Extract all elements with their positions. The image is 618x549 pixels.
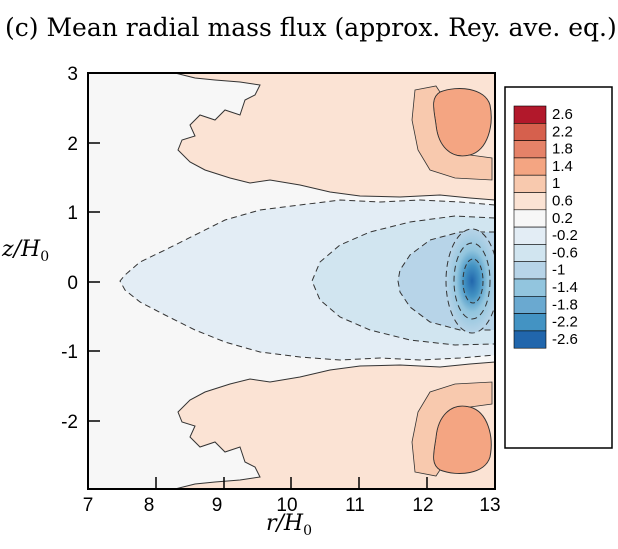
y-tick-label: -1 (61, 342, 78, 363)
colorbar-label: -1 (552, 262, 565, 279)
negative-core-ring-2 (462, 258, 484, 304)
colorbar-label: -0.2 (552, 227, 578, 244)
y-tick-label: 3 (67, 64, 78, 85)
colorbar-swatch (513, 209, 547, 228)
y-tick-label: -2 (61, 412, 78, 433)
x-tick-label: 12 (412, 495, 433, 516)
colorbar-swatch (513, 123, 547, 141)
x-axis: 7 8 9 10 11 12 13 (83, 477, 501, 516)
y-tick-label: 0 (67, 273, 78, 294)
colorbar: 2.62.21.81.410.60.2-0.2-0.6-1-1.4-1.8-2.… (513, 105, 578, 349)
x-axis-label-main: r/H (266, 511, 304, 536)
x-tick-label: 9 (212, 495, 223, 516)
colorbar-label: -1.4 (552, 279, 578, 296)
colorbar-label: 2.6 (552, 106, 573, 123)
colorbar-label: 0.2 (552, 210, 573, 227)
colorbar-swatch (513, 105, 547, 124)
colorbar-swatch (513, 192, 547, 211)
colorbar-swatch (513, 157, 547, 176)
negative-core-ring-1 (453, 242, 491, 320)
colorbar-label: 1.8 (552, 141, 573, 158)
colorbar-swatch (513, 244, 547, 262)
colorbar-swatch (513, 140, 547, 159)
y-axis-label-main: z/H (1, 237, 41, 262)
colorbar-swatch (513, 174, 547, 193)
colorbar-label: -2.6 (552, 331, 578, 348)
colorbar-swatch (513, 295, 547, 314)
y-tick-label: 2 (67, 134, 78, 155)
colorbar-label: 0.6 (552, 192, 573, 209)
colorbar-swatch (513, 226, 547, 245)
colorbar-swatch (513, 261, 547, 280)
x-axis-label-sub: 0 (303, 523, 312, 539)
chart-title: (c) Mean radial mass flux (approx. Rey. … (5, 13, 618, 42)
y-axis-label-sub: 0 (40, 249, 49, 265)
x-tick-label: 11 (345, 495, 365, 516)
y-tick-label: 1 (67, 203, 78, 224)
colorbar-swatch (513, 278, 547, 297)
colorbar-label: -0.6 (552, 244, 578, 261)
colorbar-label: 2.2 (552, 123, 573, 140)
upper-mid-region (411, 85, 493, 181)
contour-field (88, 73, 495, 489)
colorbar-swatch (513, 313, 547, 332)
x-tick-label: 13 (479, 495, 500, 516)
colorbar-label: -2.2 (552, 314, 578, 331)
y-axis-label: z/H0 (1, 237, 49, 265)
colorbar-label: 1.4 (552, 158, 573, 175)
negative-core (445, 228, 495, 334)
x-axis-label: r/H0 (266, 511, 312, 539)
lower-mid-region (411, 381, 493, 477)
x-tick-label: 8 (144, 495, 155, 516)
colorbar-swatch (513, 330, 547, 349)
x-tick-label: 10 (276, 495, 297, 516)
y-axis: 3 2 1 0 -1 -2 (61, 64, 100, 433)
colorbar-label: 1 (552, 175, 560, 192)
x-tick-label: 7 (83, 495, 94, 516)
colorbar-label: -1.8 (552, 296, 578, 313)
